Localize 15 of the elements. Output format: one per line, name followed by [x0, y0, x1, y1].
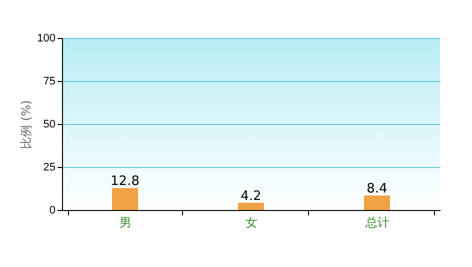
y-tick-label: 50	[43, 118, 56, 130]
data-label: 12.8	[110, 174, 140, 189]
data-label: 4.2	[240, 188, 262, 204]
x-tick-label: 总计	[364, 216, 390, 230]
y-tick-label: 0	[49, 204, 56, 216]
y-tick-label: 75	[43, 76, 56, 88]
y-tick-label: 25	[43, 162, 56, 174]
data-label: 8.4	[366, 182, 388, 197]
bar	[238, 202, 264, 210]
y-axis-title: 比例 (%)	[19, 100, 34, 149]
x-tick-label: 男	[120, 216, 132, 230]
x-tick-label: 女	[246, 216, 258, 230]
y-tick-label: 100	[37, 32, 56, 44]
bar	[364, 196, 390, 210]
bar	[112, 188, 138, 210]
